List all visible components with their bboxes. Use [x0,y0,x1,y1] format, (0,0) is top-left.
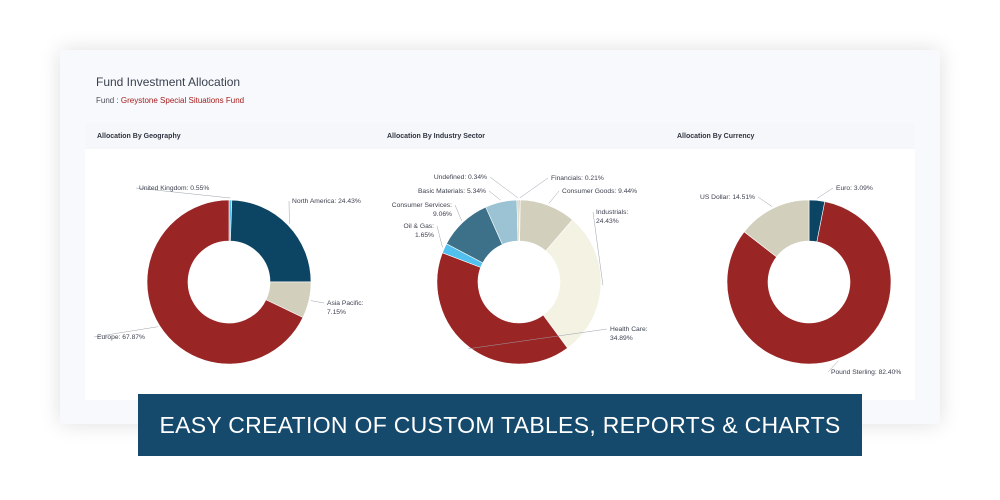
geography-label-0: United Kingdom: 0.55% [139,185,209,192]
currency-label-2: US Dollar: 14.51% [700,194,755,201]
industry-leader-5 [454,204,462,221]
currency-label-0: Euro: 3.09% [836,185,873,192]
geography-leader-0 [135,187,231,199]
industry-label-7: Undefined: 0.34% [434,174,487,181]
fund-prefix: Fund : [96,96,121,105]
geography-leader-3 [93,326,158,338]
geography-leader-2 [310,300,325,304]
industry-label-2: Industrials: 24.43% [596,209,628,225]
industry-leader-3 [468,328,608,350]
industry-slice-2[interactable] [542,219,602,349]
page-title: Fund Investment Allocation [96,75,241,89]
geography-label-2: Asia Pacific: 7.15% [327,300,364,316]
geography-slice-1[interactable] [230,199,312,283]
industry-leader-4 [436,225,443,248]
currency-leader-0 [817,187,834,199]
industry-chart-title: Allocation By Industry Sector [387,133,486,140]
geography-chart-title: Allocation By Geography [97,133,181,140]
industry-leader-0 [519,177,549,199]
geography-label-3: Europe: 67.87% [97,334,145,341]
industry-slice-7[interactable] [516,199,520,242]
industry-label-1: Consumer Goods: 9.44% [562,188,637,195]
industry-slice-3[interactable] [436,252,568,365]
industry-label-5: Consumer Services: 9.06% [392,202,452,218]
currency-label-1: Pound Sterling: 82.40% [831,369,901,376]
industry-leader-2 [592,211,604,286]
industry-leader-7 [489,176,519,199]
currency-slice-2[interactable] [743,199,810,258]
industry-label-3: Health Care: 34.89% [610,326,648,342]
promo-banner: EASY CREATION OF CUSTOM TABLES, REPORTS … [138,394,862,456]
charts-header-bar [85,123,915,149]
currency-leader-2 [757,196,773,207]
industry-label-6: Basic Materials: 5.34% [418,188,486,195]
industry-leader-1 [548,190,560,204]
currency-slice-1[interactable] [726,201,892,365]
fund-subtitle: Fund : Greystone Special Situations Fund [96,96,244,105]
industry-leader-6 [488,190,501,201]
banner-text: EASY CREATION OF CUSTOM TABLES, REPORTS … [159,411,841,438]
currency-chart-title: Allocation By Currency [677,133,755,140]
geography-slice-3[interactable] [146,199,304,365]
fund-name: Greystone Special Situations Fund [120,96,245,105]
industry-label-4: Oil & Gas: 1.65% [404,223,435,239]
geography-label-1: North America: 24.43% [292,198,361,205]
currency-leader-1 [827,360,839,373]
industry-label-0: Financials: 0.21% [551,175,604,182]
